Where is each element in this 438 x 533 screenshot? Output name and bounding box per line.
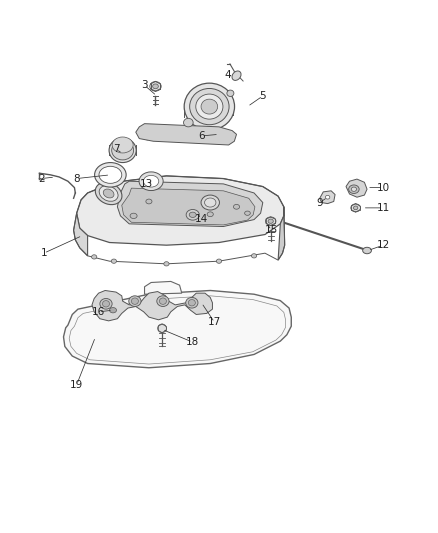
Text: 17: 17 bbox=[208, 318, 221, 327]
Polygon shape bbox=[346, 179, 367, 197]
Ellipse shape bbox=[205, 198, 216, 207]
Ellipse shape bbox=[196, 94, 223, 119]
Polygon shape bbox=[92, 290, 212, 321]
Ellipse shape bbox=[325, 195, 330, 199]
Polygon shape bbox=[69, 296, 286, 364]
Ellipse shape bbox=[186, 297, 198, 308]
Ellipse shape bbox=[95, 182, 122, 205]
Ellipse shape bbox=[109, 138, 136, 163]
Ellipse shape bbox=[99, 185, 118, 201]
Ellipse shape bbox=[189, 212, 196, 217]
Text: 7: 7 bbox=[113, 144, 120, 154]
Ellipse shape bbox=[152, 84, 158, 88]
Text: 12: 12 bbox=[377, 240, 390, 250]
Ellipse shape bbox=[184, 118, 193, 127]
Ellipse shape bbox=[100, 298, 112, 309]
Ellipse shape bbox=[164, 262, 169, 266]
Ellipse shape bbox=[92, 255, 97, 259]
Text: 5: 5 bbox=[259, 91, 266, 101]
Ellipse shape bbox=[129, 296, 141, 306]
Polygon shape bbox=[136, 124, 237, 145]
Text: 19: 19 bbox=[70, 380, 83, 390]
Ellipse shape bbox=[349, 185, 359, 193]
Ellipse shape bbox=[186, 209, 199, 220]
Ellipse shape bbox=[251, 254, 257, 258]
Ellipse shape bbox=[107, 305, 119, 315]
Ellipse shape bbox=[188, 300, 195, 306]
Ellipse shape bbox=[244, 211, 250, 215]
Polygon shape bbox=[77, 176, 284, 245]
Ellipse shape bbox=[103, 189, 114, 198]
Text: 15: 15 bbox=[265, 225, 278, 235]
Ellipse shape bbox=[201, 99, 218, 114]
Ellipse shape bbox=[265, 217, 276, 225]
Ellipse shape bbox=[150, 82, 161, 91]
Ellipse shape bbox=[131, 298, 138, 304]
Text: 4: 4 bbox=[224, 70, 231, 79]
Text: 1: 1 bbox=[40, 248, 47, 258]
Ellipse shape bbox=[111, 259, 117, 263]
Polygon shape bbox=[117, 181, 263, 227]
Ellipse shape bbox=[157, 296, 169, 306]
Ellipse shape bbox=[110, 308, 117, 313]
Text: 2: 2 bbox=[38, 174, 45, 183]
Text: 13: 13 bbox=[140, 179, 153, 189]
Polygon shape bbox=[278, 207, 285, 260]
Text: 11: 11 bbox=[377, 203, 390, 213]
Polygon shape bbox=[320, 191, 335, 204]
Text: 16: 16 bbox=[92, 307, 105, 317]
Polygon shape bbox=[74, 213, 88, 256]
Ellipse shape bbox=[130, 213, 137, 219]
Ellipse shape bbox=[143, 175, 159, 187]
Ellipse shape bbox=[232, 71, 241, 80]
Text: 8: 8 bbox=[73, 174, 80, 183]
Ellipse shape bbox=[363, 247, 371, 254]
Ellipse shape bbox=[99, 166, 122, 183]
Polygon shape bbox=[122, 188, 255, 225]
Polygon shape bbox=[145, 281, 182, 294]
Ellipse shape bbox=[159, 298, 166, 304]
Ellipse shape bbox=[351, 204, 360, 212]
Text: 9: 9 bbox=[316, 198, 323, 207]
Ellipse shape bbox=[351, 187, 357, 191]
Ellipse shape bbox=[158, 324, 166, 333]
Ellipse shape bbox=[353, 206, 358, 209]
Ellipse shape bbox=[146, 199, 152, 204]
Text: 14: 14 bbox=[195, 214, 208, 223]
Text: 18: 18 bbox=[186, 337, 199, 347]
Ellipse shape bbox=[201, 195, 219, 210]
Ellipse shape bbox=[184, 83, 235, 130]
Ellipse shape bbox=[102, 301, 110, 307]
Ellipse shape bbox=[227, 90, 234, 96]
Ellipse shape bbox=[190, 88, 229, 125]
Polygon shape bbox=[64, 290, 291, 368]
Ellipse shape bbox=[112, 141, 134, 160]
Text: 6: 6 bbox=[198, 131, 205, 141]
Ellipse shape bbox=[112, 137, 133, 153]
Ellipse shape bbox=[207, 212, 213, 217]
Text: 10: 10 bbox=[377, 183, 390, 192]
Ellipse shape bbox=[95, 163, 126, 187]
Text: 3: 3 bbox=[141, 80, 148, 90]
Ellipse shape bbox=[139, 172, 163, 190]
Ellipse shape bbox=[233, 205, 240, 209]
Ellipse shape bbox=[216, 259, 222, 263]
Ellipse shape bbox=[268, 219, 273, 223]
